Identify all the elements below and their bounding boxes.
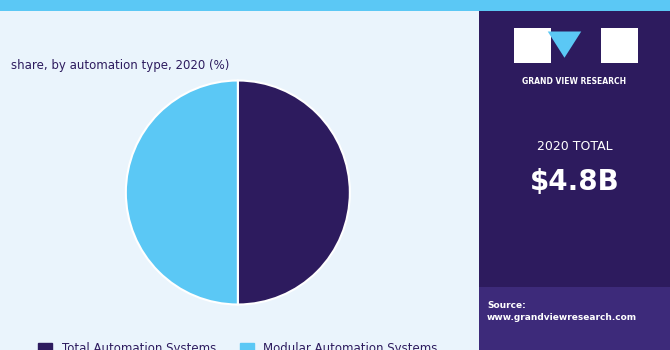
Wedge shape [126,80,238,304]
Text: share, by automation type, 2020 (%): share, by automation type, 2020 (%) [11,60,230,72]
Text: Source:
www.grandviewresearch.com: Source: www.grandviewresearch.com [487,301,637,322]
Legend: Total Automation Systems, Modular Automation Systems: Total Automation Systems, Modular Automa… [34,338,442,350]
Text: 2020 TOTAL: 2020 TOTAL [537,140,612,154]
Text: GRAND VIEW RESEARCH: GRAND VIEW RESEARCH [523,77,626,86]
Wedge shape [238,80,350,304]
Text: $4.8B: $4.8B [530,168,619,196]
